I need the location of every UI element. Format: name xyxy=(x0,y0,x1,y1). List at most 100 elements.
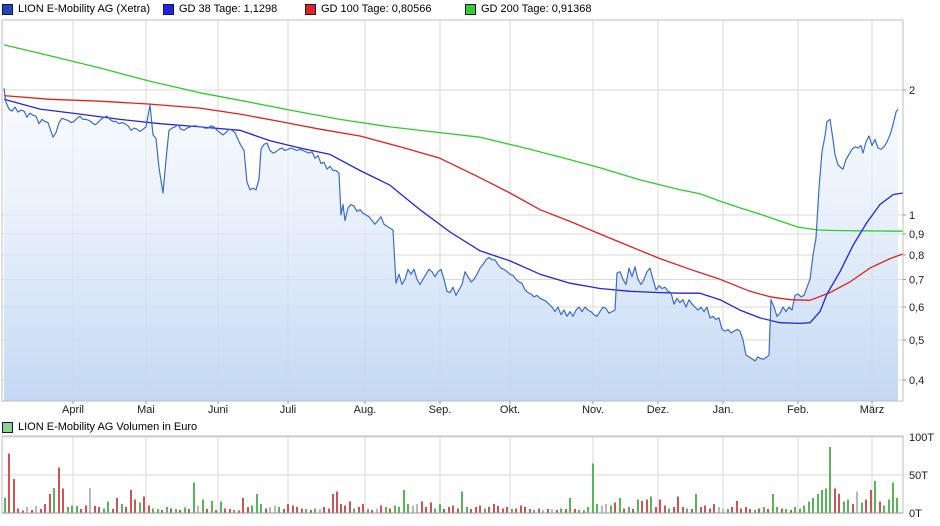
volume-bar xyxy=(229,509,231,513)
volume-bar xyxy=(610,505,612,513)
volume-bar xyxy=(256,494,258,513)
main-plot-border xyxy=(1,19,904,402)
legend-label-gd200: GD 200 Tage: 0,91368 xyxy=(481,3,592,15)
volume-bar xyxy=(856,491,858,513)
volume-bar xyxy=(601,505,603,513)
volume-bar xyxy=(803,505,805,513)
gd100-series-swatch xyxy=(305,3,316,15)
volume-bar xyxy=(772,494,774,513)
volume-bar xyxy=(22,510,24,513)
volume-bar xyxy=(520,505,522,513)
volume-bar xyxy=(865,499,867,513)
volume-bar xyxy=(44,503,46,513)
volume-bar xyxy=(274,505,276,513)
month-axis-label: Sep. xyxy=(429,404,452,416)
volume-bar xyxy=(758,508,760,513)
volume-bar xyxy=(35,506,37,513)
volume-bar xyxy=(825,488,827,513)
volume-bar xyxy=(524,506,526,513)
volume-bar xyxy=(592,463,594,513)
volume-bar xyxy=(112,509,114,513)
volume-bar xyxy=(407,503,409,513)
volume-bar xyxy=(511,509,513,513)
month-axis-label: März xyxy=(860,404,884,416)
volume-bar xyxy=(448,506,450,513)
gd200-series-swatch xyxy=(465,3,476,15)
volume-bar xyxy=(686,508,688,513)
volume-bar xyxy=(466,506,468,513)
volume-bar xyxy=(139,502,141,513)
price-axis-label: 0,9 xyxy=(909,229,924,241)
volume-bar xyxy=(202,499,204,513)
volume-bar xyxy=(574,509,576,513)
volume-bar xyxy=(238,510,240,513)
volume-bar xyxy=(632,509,634,513)
volume-bar xyxy=(26,506,28,513)
volume-series-swatch xyxy=(2,421,13,433)
month-axis-label: Feb. xyxy=(787,404,809,416)
volume-bar xyxy=(488,506,490,513)
price-axis-label: 0,7 xyxy=(909,274,924,286)
volume-bar xyxy=(80,509,82,513)
volume-bar xyxy=(394,505,396,513)
volume-bar xyxy=(121,503,123,513)
price-axis-label: 1 xyxy=(909,210,915,222)
volume-bar xyxy=(175,509,177,513)
volume-bar xyxy=(682,506,684,513)
volume-bar xyxy=(722,508,724,513)
volume-bar xyxy=(430,502,432,513)
volume-bar xyxy=(565,509,567,513)
volume-bar xyxy=(470,509,472,513)
volume-bar xyxy=(376,508,378,513)
volume-bar xyxy=(265,508,267,513)
volume-bar xyxy=(125,506,127,513)
volume-bar xyxy=(650,496,652,513)
volume-bar xyxy=(344,505,346,513)
volume-bar xyxy=(808,501,810,513)
volume-bar xyxy=(896,497,898,513)
volume-bar xyxy=(794,506,796,513)
volume-bar xyxy=(85,505,87,513)
legend-item-gd200: GD 200 Tage: 0,91368 xyxy=(465,3,592,15)
volume-bar xyxy=(754,510,756,513)
volume-bar xyxy=(197,505,199,513)
month-axis-label: Jan. xyxy=(713,404,734,416)
volume-axis-label: 50T xyxy=(909,470,928,482)
volume-bar xyxy=(874,481,876,513)
volume-bar xyxy=(443,509,445,513)
volume-bar xyxy=(215,510,217,513)
volume-bar xyxy=(296,506,298,513)
volume-bar xyxy=(17,508,19,513)
volume-bar xyxy=(49,494,51,513)
volume-bar xyxy=(251,505,253,513)
volume-bar xyxy=(673,506,675,513)
volume-bar xyxy=(314,508,316,513)
volume-bar xyxy=(323,506,325,513)
volume-bar xyxy=(425,506,427,513)
volume-bar xyxy=(385,506,387,513)
volume-bar xyxy=(475,506,477,513)
volume-bar xyxy=(421,501,423,513)
gd200-line xyxy=(3,44,904,232)
volume-chart-legend: LION E-Mobility AG Volumen in Euro xyxy=(2,421,197,433)
volume-bar xyxy=(349,501,351,513)
volume-bar xyxy=(416,503,418,513)
volume-bar xyxy=(260,503,262,513)
volume-bar xyxy=(398,506,400,513)
volume-bar xyxy=(497,506,499,513)
volume-bar xyxy=(623,508,625,513)
volume-bar xyxy=(529,509,531,513)
volume-bar xyxy=(542,510,544,513)
volume-bar xyxy=(13,478,15,513)
volume-bar xyxy=(852,503,854,513)
volume-bar xyxy=(655,506,657,513)
volume-bar xyxy=(94,506,96,513)
volume-bar xyxy=(161,510,163,513)
volume-bar xyxy=(533,510,535,513)
volume-bar xyxy=(134,499,136,513)
volume-bar xyxy=(367,509,369,513)
volume-bar xyxy=(551,509,553,513)
legend-item-gd100: GD 100 Tage: 0,80566 xyxy=(305,3,432,15)
volume-bar xyxy=(502,508,504,513)
